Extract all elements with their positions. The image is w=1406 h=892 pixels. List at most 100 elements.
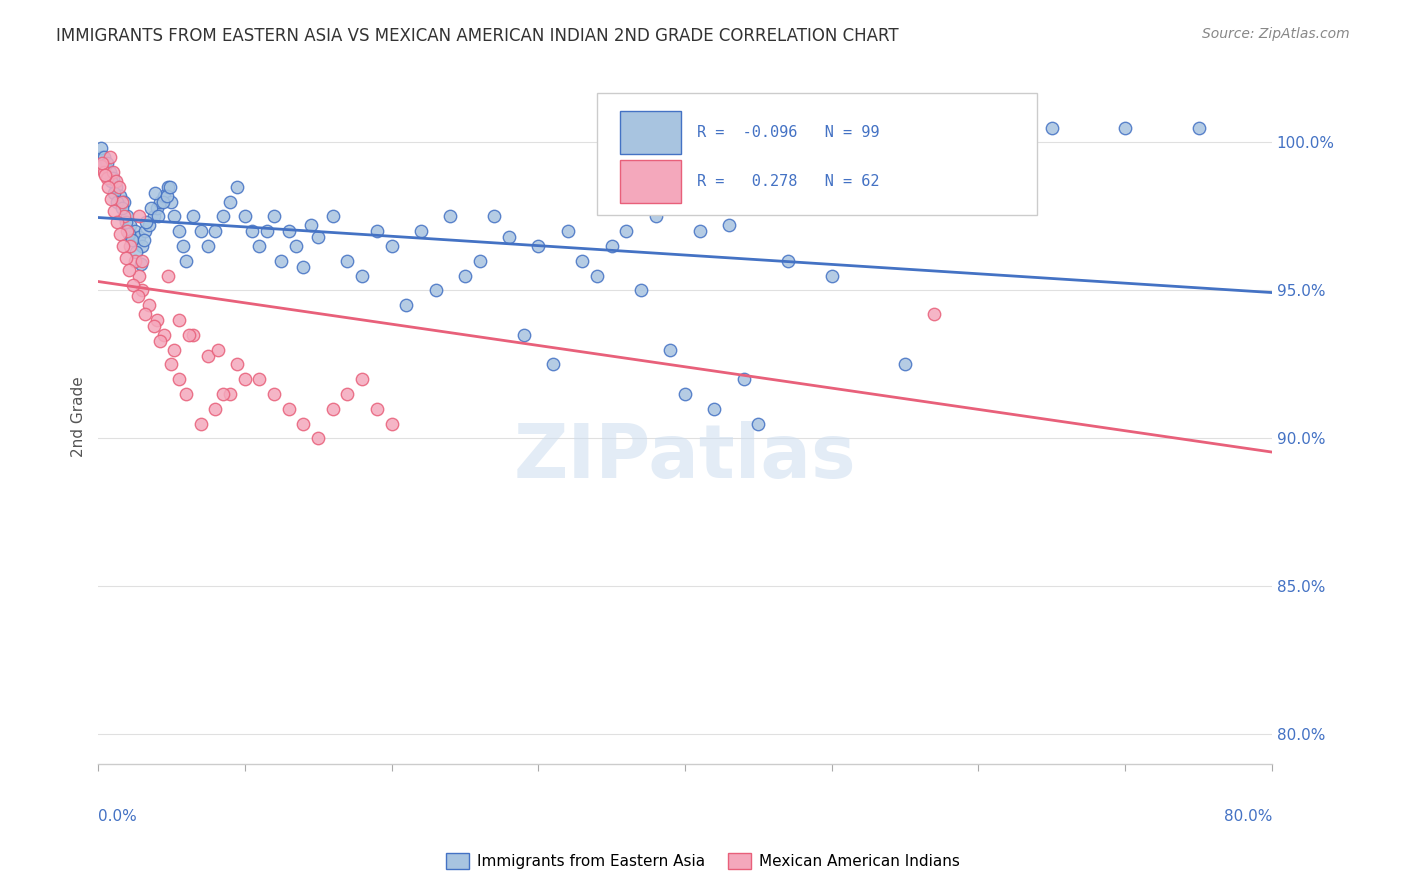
Point	[614, 224, 637, 238]
Point	[91, 150, 114, 164]
Point	[90, 141, 112, 155]
Point	[292, 417, 315, 431]
Point	[153, 188, 176, 202]
Point	[157, 179, 180, 194]
Point	[322, 401, 344, 416]
Point	[177, 327, 200, 342]
Point	[263, 387, 285, 401]
Point	[527, 239, 550, 253]
Point	[98, 165, 121, 179]
Point	[967, 120, 990, 135]
Point	[138, 298, 160, 312]
Point	[644, 210, 666, 224]
Y-axis label: 2nd Grade: 2nd Grade	[72, 376, 86, 457]
Point	[131, 253, 153, 268]
Point	[108, 188, 131, 202]
Point	[105, 194, 128, 209]
Point	[105, 215, 128, 229]
Point	[128, 210, 150, 224]
Point	[90, 159, 112, 173]
Point	[219, 387, 242, 401]
Point	[125, 244, 148, 259]
Point	[114, 210, 136, 224]
Point	[104, 174, 127, 188]
Point	[380, 417, 402, 431]
Point	[143, 186, 166, 200]
Text: Source: ZipAtlas.com: Source: ZipAtlas.com	[1202, 27, 1350, 41]
Point	[96, 156, 118, 170]
Point	[366, 401, 388, 416]
Point	[249, 372, 271, 386]
Point	[197, 349, 219, 363]
Point	[380, 239, 402, 253]
Point	[263, 210, 285, 224]
Point	[336, 253, 359, 268]
Point	[163, 343, 186, 357]
Point	[98, 150, 121, 164]
Point	[97, 179, 120, 194]
Text: IMMIGRANTS FROM EASTERN ASIA VS MEXICAN AMERICAN INDIAN 2ND GRADE CORRELATION CH: IMMIGRANTS FROM EASTERN ASIA VS MEXICAN …	[56, 27, 898, 45]
Point	[249, 239, 271, 253]
Point	[111, 239, 134, 253]
Point	[1040, 120, 1063, 135]
Point	[292, 260, 315, 274]
Point	[129, 257, 152, 271]
Point	[336, 387, 359, 401]
Point	[152, 194, 174, 209]
Point	[366, 224, 388, 238]
Point	[174, 253, 197, 268]
Point	[211, 210, 233, 224]
Point	[100, 192, 122, 206]
Point	[167, 313, 190, 327]
Point	[142, 210, 165, 224]
Point	[128, 268, 150, 283]
Point	[121, 233, 143, 247]
Point	[114, 194, 136, 209]
Point	[167, 372, 190, 386]
Point	[256, 224, 278, 238]
Point	[153, 327, 176, 342]
Point	[174, 387, 197, 401]
Point	[117, 210, 139, 224]
Text: 80.0%: 80.0%	[1223, 809, 1272, 824]
Point	[100, 174, 122, 188]
Point	[183, 327, 205, 342]
Point	[277, 401, 299, 416]
Point	[307, 431, 329, 445]
Point	[117, 224, 139, 238]
Point	[219, 194, 242, 209]
Point	[107, 179, 129, 194]
FancyBboxPatch shape	[598, 93, 1038, 215]
Point	[468, 253, 491, 268]
Point	[167, 224, 190, 238]
Point	[498, 230, 520, 244]
Point	[145, 201, 167, 215]
Point	[148, 210, 170, 224]
Point	[134, 307, 156, 321]
Point	[322, 210, 344, 224]
Point	[101, 171, 124, 186]
Point	[104, 179, 127, 194]
Point	[149, 334, 172, 348]
Point	[673, 387, 696, 401]
Point	[139, 201, 162, 215]
Point	[93, 165, 115, 179]
Point	[94, 159, 117, 173]
Point	[156, 188, 179, 202]
Point	[557, 224, 579, 238]
Text: R =  -0.096   N = 99: R = -0.096 N = 99	[697, 125, 879, 140]
Point	[226, 179, 249, 194]
Point	[352, 268, 374, 283]
Point	[149, 194, 172, 209]
Point	[277, 224, 299, 238]
Point	[630, 284, 652, 298]
Point	[425, 284, 447, 298]
Point	[93, 150, 115, 164]
Point	[94, 168, 117, 182]
Point	[172, 239, 194, 253]
Point	[233, 372, 256, 386]
Point	[131, 284, 153, 298]
Point	[138, 219, 160, 233]
Point	[571, 253, 593, 268]
Text: ZIPatlas: ZIPatlas	[513, 421, 856, 494]
